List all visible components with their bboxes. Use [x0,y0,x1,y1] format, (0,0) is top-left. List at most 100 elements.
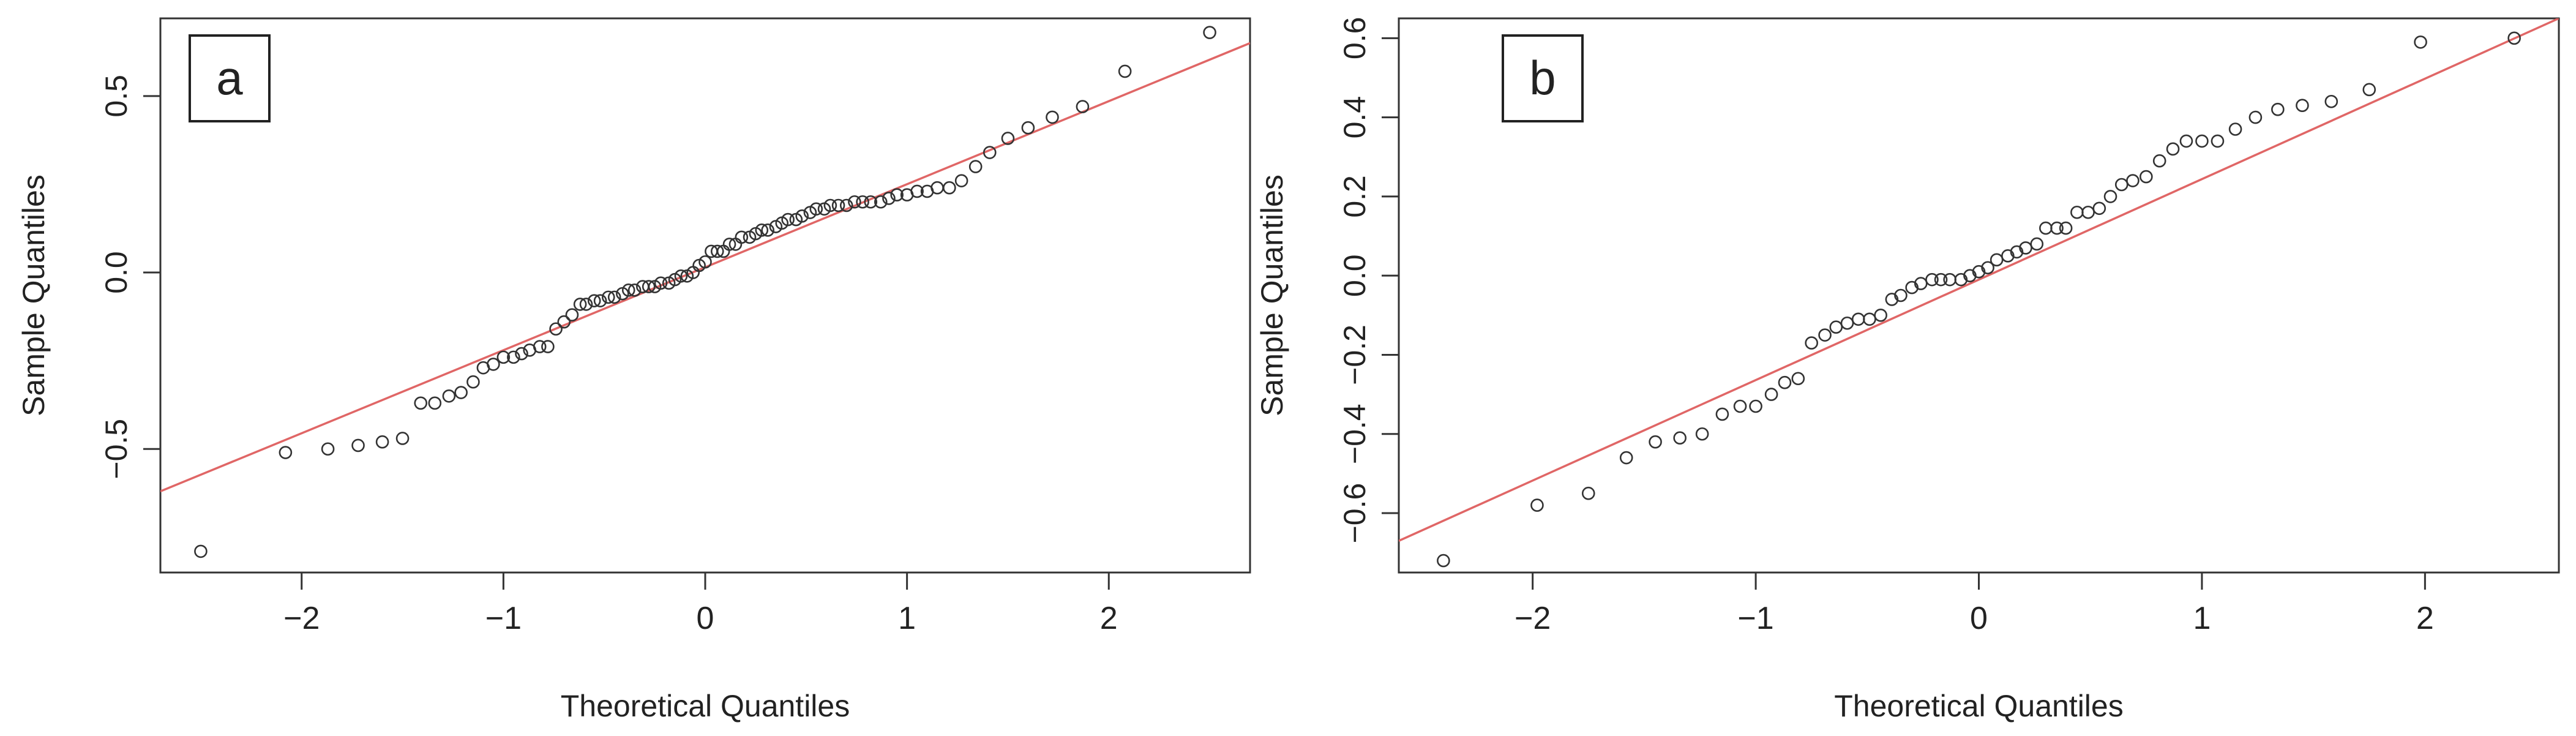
data-point [1046,110,1059,124]
data-point [2103,190,2117,203]
data-point [795,209,809,223]
data-point [1943,272,1956,287]
plot-area [1399,18,2559,568]
data-point [601,290,615,304]
data-point [1649,435,1662,449]
data-point [2271,102,2285,116]
data-point [1673,431,1687,445]
data-point [2081,205,2095,219]
x-tick-label: 2 [1100,601,1118,636]
data-point [428,396,442,410]
data-point [2296,99,2309,113]
data-point [1851,312,1865,326]
data-point [674,269,688,283]
data-point [2211,134,2225,148]
y-tick-label: 0.0 [99,251,133,294]
data-point [1863,312,1876,326]
data-point [882,192,896,205]
data-point [1791,372,1805,386]
data-point [2030,237,2044,251]
data-point [1764,388,1778,401]
data-point [1749,399,1762,413]
data-point [930,181,944,195]
data-point [442,389,456,403]
data-point [1619,451,1633,465]
data-point [533,340,547,353]
data-point [1818,328,1832,342]
x-tick-label: −1 [1737,601,1773,636]
y-tick-label: 0.2 [1338,175,1372,218]
data-point [2092,201,2106,216]
data-point [579,298,593,311]
data-point [755,223,769,237]
data-point [864,195,878,209]
y-tick-label: −0.2 [1338,325,1372,385]
x-tick-label: 0 [1970,601,1988,636]
data-point [194,544,208,558]
data-point [2114,178,2129,192]
data-point [954,174,968,187]
data-point [910,184,924,198]
x-tick-label: −2 [283,601,320,636]
data-point [823,198,837,212]
data-point [321,442,335,456]
x-tick-label: −2 [1515,601,1551,636]
data-point [2140,170,2153,184]
data-point [279,446,293,459]
data-point [2179,134,2193,148]
data-point [1778,375,1792,389]
data-point [2019,241,2032,255]
data-point [1925,272,1939,287]
data-point [2248,110,2263,124]
data-point [1076,100,1090,113]
data-point [2152,154,2166,168]
data-point [943,181,956,195]
data-point [1695,427,1709,441]
y-axis-title: Sample Quantiles [17,175,51,416]
data-point [1118,64,1132,78]
y-tick-label: 0.5 [99,75,133,118]
x-axis-title: Theoretical Quantiles [1834,689,2123,723]
y-tick-label: 0.0 [1338,254,1372,297]
y-tick-label: −0.6 [1338,483,1372,544]
data-point [1829,320,1843,334]
data-point [2507,31,2521,45]
data-point [549,322,563,336]
data-point [1715,407,1729,421]
data-point [2414,35,2427,49]
data-point [968,160,983,173]
data-point [983,146,997,159]
data-point [466,375,480,389]
data-point [507,350,520,364]
data-point [654,276,668,290]
data-point [565,308,579,322]
data-point [621,284,635,297]
data-point [1874,309,1887,322]
data-point [722,238,736,251]
data-point [1990,253,2004,267]
data-point [2228,122,2242,136]
plot-area [160,26,1250,558]
data-point [2059,221,2073,235]
x-tick-label: 0 [697,601,714,636]
y-tick-label: −0.5 [99,419,133,479]
y-axis-title: Sample Quantiles [1255,175,1289,416]
data-point [395,432,410,445]
data-point [874,195,888,209]
data-point [496,350,511,364]
data-point [781,212,795,227]
chart-panel-a: −2 −1 0 1 2 −0.5 0.0 0.5 Theoretical Quantiles Sa… [17,17,1251,723]
panel-label-box [189,34,271,122]
data-point [541,340,555,353]
data-point [487,358,500,371]
data-point [2126,174,2140,187]
data-point [848,195,861,209]
data-point [2070,205,2084,219]
panel-label-box [1502,34,1584,122]
data-point [1981,261,1994,275]
data-point [627,284,642,297]
data-point [735,230,749,244]
data-point [587,294,601,307]
data-point [1203,26,1216,39]
data-point [1894,288,1908,302]
